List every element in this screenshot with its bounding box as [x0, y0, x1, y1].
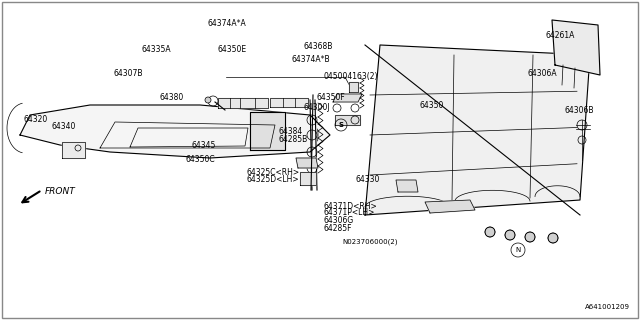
Text: 64374A*A: 64374A*A [208, 20, 246, 28]
Text: 64285F: 64285F [323, 224, 352, 233]
Text: 045004163(2): 045004163(2) [323, 72, 378, 81]
Text: A641001209: A641001209 [585, 304, 630, 310]
Text: 64325C<RH>: 64325C<RH> [246, 168, 300, 177]
Polygon shape [270, 98, 308, 107]
Polygon shape [396, 180, 418, 192]
Text: 64380: 64380 [160, 93, 184, 102]
Circle shape [485, 227, 495, 237]
Polygon shape [62, 142, 85, 158]
Polygon shape [250, 112, 285, 150]
Polygon shape [349, 82, 358, 92]
Text: 64340: 64340 [52, 122, 76, 131]
Text: 64325D<LH>: 64325D<LH> [246, 175, 299, 184]
Text: 64374A*B: 64374A*B [291, 55, 330, 64]
Text: N: N [515, 247, 520, 253]
Text: FRONT: FRONT [45, 188, 76, 196]
Polygon shape [425, 200, 475, 213]
Text: 64335A: 64335A [142, 45, 172, 54]
Text: 64350F: 64350F [317, 93, 346, 102]
Text: 64330: 64330 [355, 175, 380, 184]
Text: 64307B: 64307B [113, 69, 143, 78]
Polygon shape [218, 98, 268, 108]
Polygon shape [333, 94, 362, 102]
Text: 64368B: 64368B [304, 42, 333, 51]
Text: 64350: 64350 [420, 101, 444, 110]
Circle shape [548, 233, 558, 243]
Text: S: S [339, 122, 344, 128]
Text: 64306A: 64306A [528, 69, 557, 78]
Text: 64306B: 64306B [564, 106, 594, 115]
Text: 64306G: 64306G [323, 216, 353, 225]
Circle shape [205, 97, 211, 103]
Polygon shape [552, 20, 600, 75]
Text: 64345: 64345 [192, 141, 216, 150]
Circle shape [505, 230, 515, 240]
Text: 64350C: 64350C [186, 156, 215, 164]
Text: 64371P<LH>: 64371P<LH> [323, 208, 374, 217]
Text: 64384: 64384 [278, 127, 303, 136]
Polygon shape [365, 45, 590, 215]
Polygon shape [300, 172, 316, 185]
Text: N023706000(2): N023706000(2) [342, 238, 398, 245]
Polygon shape [335, 115, 360, 125]
Polygon shape [296, 158, 318, 168]
Text: 64285B: 64285B [278, 135, 308, 144]
Text: 64261A: 64261A [545, 31, 575, 40]
Text: 64300J: 64300J [304, 103, 331, 112]
Text: 64371D<RH>: 64371D<RH> [323, 202, 377, 211]
Circle shape [525, 232, 535, 242]
Text: 64350E: 64350E [218, 45, 247, 54]
Text: 64320: 64320 [23, 116, 47, 124]
Polygon shape [20, 105, 330, 158]
